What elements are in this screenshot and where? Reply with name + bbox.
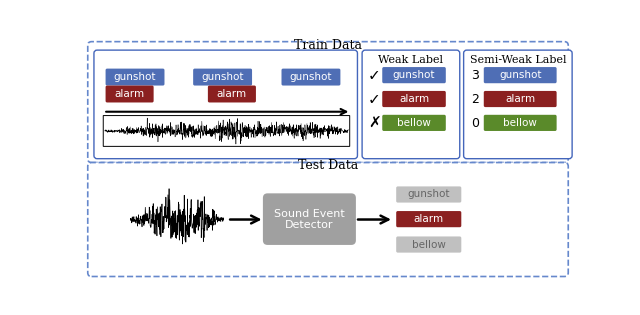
Text: gunshot: gunshot <box>290 72 332 82</box>
Text: 2: 2 <box>471 93 479 106</box>
FancyBboxPatch shape <box>382 115 446 131</box>
Text: alarm: alarm <box>399 94 429 104</box>
FancyBboxPatch shape <box>463 50 572 159</box>
Text: 0: 0 <box>471 117 479 130</box>
Text: Train Data: Train Data <box>294 39 362 52</box>
Text: Sound Event
Detector: Sound Event Detector <box>274 209 345 230</box>
FancyBboxPatch shape <box>396 237 461 253</box>
Text: gunshot: gunshot <box>408 190 450 199</box>
Text: bellow: bellow <box>503 118 537 128</box>
Text: ✓: ✓ <box>368 92 381 107</box>
FancyBboxPatch shape <box>106 86 154 102</box>
Text: alarm: alarm <box>505 94 535 104</box>
FancyBboxPatch shape <box>193 69 252 86</box>
FancyBboxPatch shape <box>362 50 460 159</box>
Text: 3: 3 <box>471 69 479 82</box>
FancyBboxPatch shape <box>103 116 349 146</box>
FancyBboxPatch shape <box>396 186 461 203</box>
FancyBboxPatch shape <box>396 211 461 227</box>
Text: gunshot: gunshot <box>499 70 541 80</box>
Text: Semi-Weak Label: Semi-Weak Label <box>470 55 566 65</box>
FancyBboxPatch shape <box>484 67 557 83</box>
Text: alarm: alarm <box>413 214 444 224</box>
Text: alarm: alarm <box>115 89 145 99</box>
Text: Weak Label: Weak Label <box>378 55 444 65</box>
FancyBboxPatch shape <box>88 42 568 163</box>
Text: bellow: bellow <box>397 118 431 128</box>
FancyBboxPatch shape <box>106 69 164 86</box>
FancyBboxPatch shape <box>88 163 568 277</box>
Text: bellow: bellow <box>412 239 445 249</box>
Text: Test Data: Test Data <box>298 159 358 172</box>
Text: gunshot: gunshot <box>393 70 435 80</box>
Text: alarm: alarm <box>217 89 247 99</box>
FancyBboxPatch shape <box>382 91 446 107</box>
FancyBboxPatch shape <box>484 91 557 107</box>
FancyBboxPatch shape <box>208 86 256 102</box>
FancyBboxPatch shape <box>263 193 356 245</box>
FancyBboxPatch shape <box>282 69 340 86</box>
FancyBboxPatch shape <box>484 115 557 131</box>
Text: gunshot: gunshot <box>114 72 156 82</box>
Text: ✓: ✓ <box>368 68 381 83</box>
Text: ✗: ✗ <box>368 116 381 131</box>
FancyBboxPatch shape <box>382 67 446 83</box>
Text: gunshot: gunshot <box>202 72 244 82</box>
FancyBboxPatch shape <box>94 50 358 159</box>
